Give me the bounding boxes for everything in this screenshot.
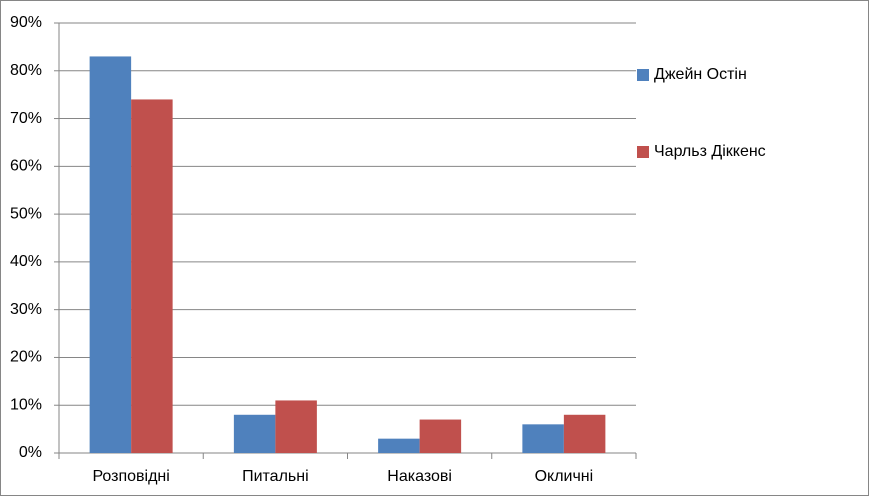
legend-swatch	[637, 69, 649, 81]
x-tick-label: Розповідні	[92, 468, 169, 485]
y-tick-label: 0%	[19, 444, 42, 461]
bar	[275, 400, 317, 453]
x-tick-label: Питальні	[242, 468, 309, 485]
x-tick-label: Наказові	[387, 468, 452, 485]
y-tick-label: 20%	[10, 349, 42, 366]
bar	[233, 414, 276, 453]
y-tick-label: 30%	[10, 301, 42, 318]
legend-swatch	[637, 146, 649, 158]
y-tick-label: 90%	[10, 14, 42, 31]
y-tick-label: 10%	[10, 396, 42, 413]
y-tick-label: 70%	[10, 110, 42, 127]
y-tick-label: 80%	[10, 62, 42, 79]
bar	[131, 99, 173, 453]
y-tick-label: 60%	[10, 158, 42, 175]
bar	[89, 56, 132, 453]
bar	[419, 419, 462, 453]
bar	[522, 424, 564, 453]
bar	[378, 438, 420, 453]
bar	[563, 414, 606, 453]
x-tick-label: Окличні	[535, 468, 594, 485]
legend-label: Джейн Остін	[654, 66, 747, 83]
legend-label: Чарльз Діккенс	[654, 143, 766, 160]
y-tick-label: 50%	[10, 205, 42, 222]
y-tick-label: 40%	[10, 253, 42, 270]
